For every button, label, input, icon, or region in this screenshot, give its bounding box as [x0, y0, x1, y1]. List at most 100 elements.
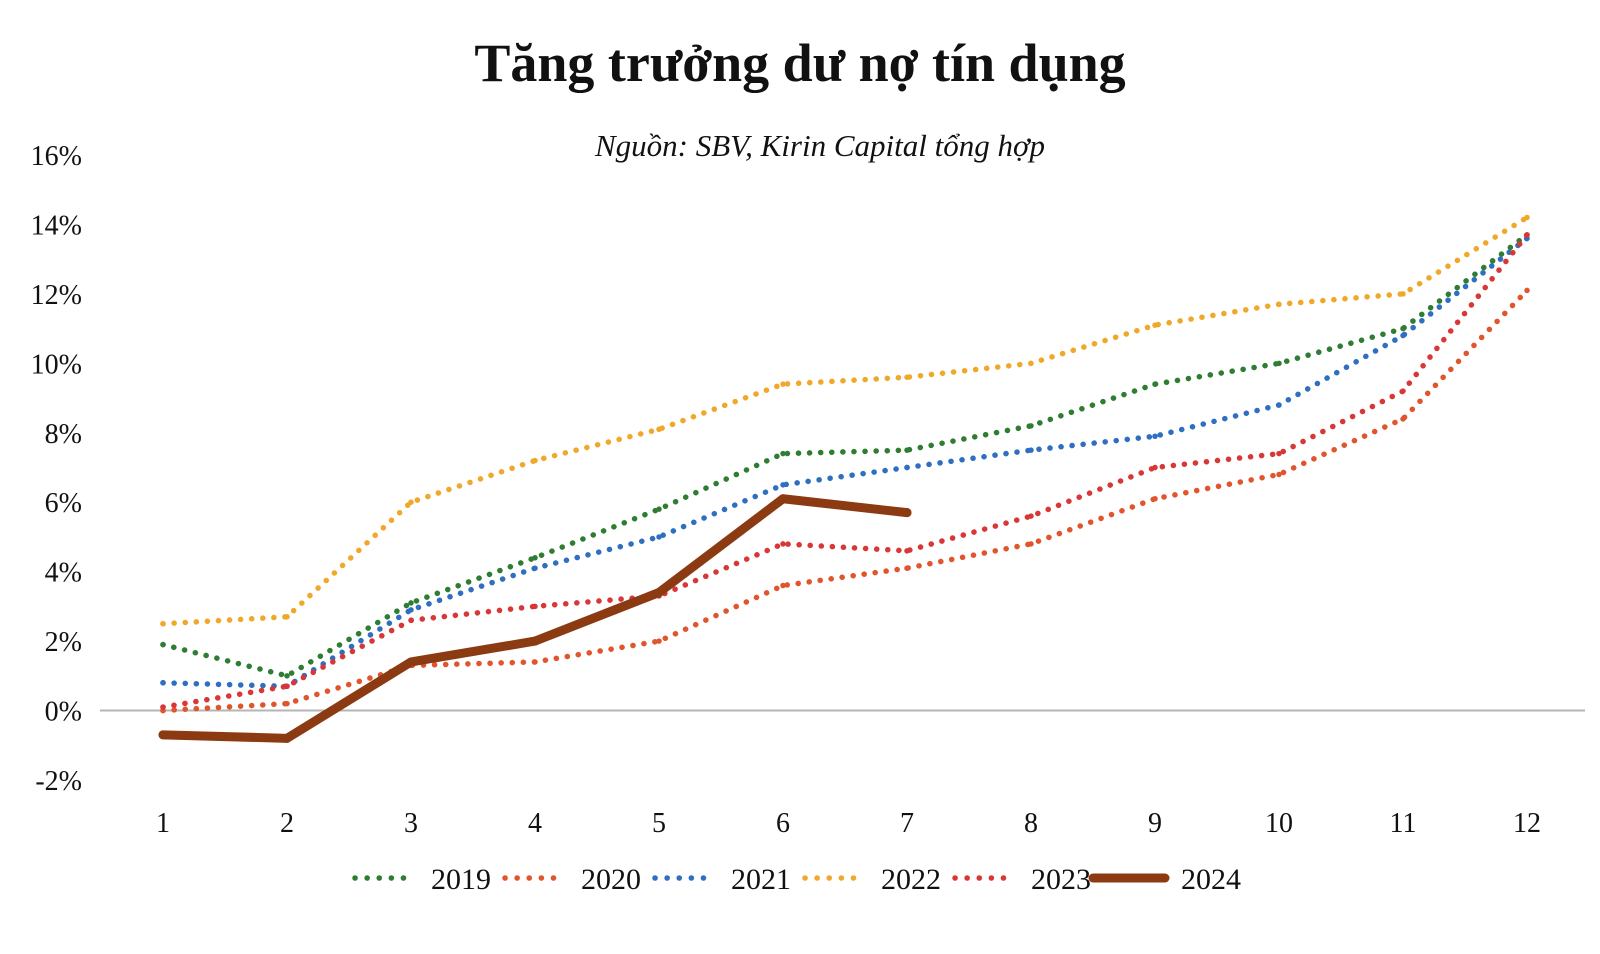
data-point-2022-9: [1152, 322, 1158, 328]
x-tick-label: 4: [528, 808, 542, 839]
data-point-2023-1: [160, 704, 166, 710]
data-point-2024-1: [158, 730, 168, 740]
x-tick-label: 1: [156, 808, 170, 839]
data-point-2021-9: [1152, 433, 1158, 439]
series-line-2019: [160, 232, 1530, 679]
series-line-2021: [160, 235, 1530, 689]
data-point-2020-8: [1028, 541, 1034, 547]
data-point-2020-6: [780, 582, 786, 589]
data-point-2020-11: [1400, 416, 1406, 422]
legend-label: 2019: [431, 863, 491, 896]
data-point-2023-9: [1152, 464, 1158, 471]
x-tick-label: 9: [1148, 808, 1162, 839]
series-2019: [160, 232, 1530, 679]
y-tick-label: 4%: [45, 558, 82, 589]
x-tick-label: 11: [1390, 808, 1417, 839]
data-point-2019-3: [408, 600, 414, 606]
data-point-2023-2: [284, 683, 290, 689]
y-tick-label: 6%: [45, 488, 82, 519]
data-point-2024-4: [530, 636, 540, 646]
legend-label: 2021: [731, 863, 791, 896]
data-point-2022-11: [1400, 291, 1406, 297]
data-point-2023-4: [532, 603, 538, 610]
y-tick-label: 10%: [31, 349, 82, 380]
data-point-2023-12: [1524, 232, 1530, 238]
data-point-2022-7: [904, 374, 910, 380]
data-point-2021-11: [1400, 332, 1406, 339]
data-point-2019-4: [532, 555, 538, 561]
y-tick-label: 14%: [31, 210, 82, 241]
legend-item-2023: 2023: [952, 863, 1091, 896]
data-point-2019-5: [656, 506, 662, 512]
data-point-2023-3: [408, 617, 414, 624]
chart-title: Tăng trưởng dư nợ tín dụng: [474, 33, 1126, 93]
data-point-2019-6: [780, 450, 786, 457]
data-point-2024-2: [282, 733, 292, 743]
legend-label: 2024: [1181, 863, 1241, 896]
x-axis-ticks: 1 2 3 4 5 6 7 8 9 10 11 12: [156, 808, 1541, 839]
data-point-2019-9: [1152, 381, 1158, 387]
legend-label: 2020: [581, 863, 641, 896]
data-point-2022-5: [656, 426, 662, 433]
series-2023: [160, 232, 1530, 710]
data-point-2022-1: [160, 621, 166, 627]
data-point-2022-10: [1276, 301, 1282, 308]
legend-item-2022: 2022: [802, 863, 941, 896]
series-2024: [158, 494, 912, 743]
data-point-2023-8: [1028, 513, 1034, 519]
series-line-2020: [160, 287, 1530, 714]
x-tick-label: 7: [900, 808, 914, 839]
x-tick-label: 3: [404, 808, 418, 839]
legend-item-2020: 2020: [502, 863, 641, 896]
data-point-2022-2: [284, 614, 290, 620]
legend-item-2019: 2019: [352, 863, 491, 896]
data-point-2020-10: [1276, 471, 1282, 478]
series-2022: [160, 214, 1530, 627]
y-tick-label: -2%: [35, 766, 82, 797]
data-point-2021-4: [532, 565, 538, 571]
x-tick-label: 2: [280, 808, 294, 839]
y-tick-label: 2%: [45, 627, 82, 658]
data-point-2023-7: [904, 548, 910, 554]
data-point-2022-6: [780, 381, 786, 387]
x-tick-label: 6: [776, 808, 790, 839]
data-point-2019-1: [160, 641, 166, 648]
data-point-2021-3: [408, 607, 414, 613]
data-point-2023-10: [1276, 450, 1282, 457]
series-layer: [158, 214, 1530, 743]
data-point-2020-12: [1524, 287, 1530, 294]
data-point-2021-8: [1028, 447, 1034, 453]
legend-label: 2023: [1031, 863, 1091, 896]
series-line-2022: [160, 214, 1530, 627]
data-point-2020-5: [656, 638, 662, 644]
data-point-2019-2: [284, 673, 290, 679]
data-point-2020-9: [1152, 496, 1158, 502]
data-point-2021-5: [656, 534, 662, 540]
x-tick-label: 12: [1513, 808, 1541, 839]
data-point-2024-3: [406, 657, 416, 667]
data-point-2022-12: [1524, 214, 1530, 221]
y-axis-ticks: 16% 14% 12% 10% 8% 6% 4% 2% 0% -2%: [31, 141, 82, 797]
legend: 2019 2020 2021 2022 2023 2024: [352, 863, 1241, 896]
data-point-2024-5: [654, 588, 664, 597]
x-tick-label: 10: [1265, 808, 1293, 839]
data-point-2023-11: [1400, 388, 1406, 394]
data-point-2020-7: [904, 565, 910, 571]
x-tick-label: 8: [1024, 808, 1038, 839]
data-point-2022-4: [532, 457, 538, 464]
y-tick-label: 16%: [31, 141, 82, 172]
data-point-2019-7: [904, 447, 910, 453]
data-point-2020-4: [532, 659, 538, 665]
data-point-2020-2: [284, 700, 290, 707]
data-point-2022-3: [408, 499, 414, 505]
data-point-2019-10: [1276, 360, 1282, 367]
legend-item-2024: 2024: [1088, 863, 1241, 896]
x-tick-label: 5: [652, 808, 666, 839]
data-point-2024-6: [778, 494, 788, 504]
data-point-2023-6: [780, 541, 786, 547]
chart-subtitle: Nguồn: SBV, Kirin Capital tổng hợp: [594, 128, 1045, 163]
data-point-2021-1: [160, 680, 166, 686]
data-point-2021-7: [904, 464, 910, 471]
data-point-2022-8: [1028, 360, 1034, 367]
